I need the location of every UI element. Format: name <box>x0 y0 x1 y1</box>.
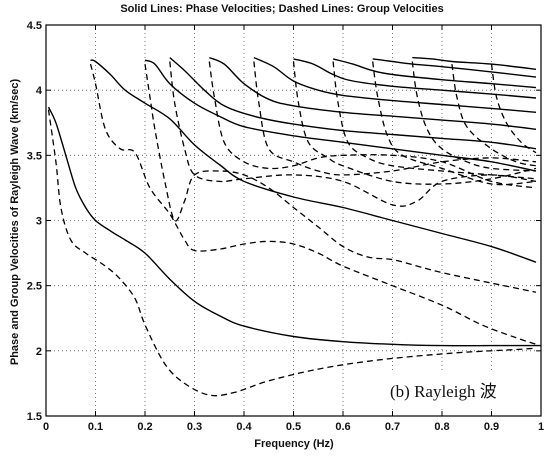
annotation-background <box>386 372 534 406</box>
phase-velocity-curve-9 <box>412 56 537 70</box>
y-tick-label: 4.5 <box>27 20 42 32</box>
phase-velocity-curve-7 <box>332 58 537 89</box>
x-axis-title: Frequency (Hz) <box>254 438 334 450</box>
x-tick-label: 1 <box>538 421 544 433</box>
x-tick-label: 0 <box>43 421 49 433</box>
group-velocity-curve-10 <box>47 109 537 397</box>
phase-velocity-curve-8 <box>372 58 537 78</box>
group-velocity-curve-11 <box>89 63 537 345</box>
phase-velocity-curve-6 <box>293 58 537 99</box>
x-tick-label: 0.6 <box>335 421 350 433</box>
group-velocity-curve-20 <box>451 64 537 167</box>
y-tick-label: 2 <box>36 346 42 358</box>
y-tick-label: 3 <box>36 216 42 228</box>
group-velocity-curve-21 <box>490 64 537 154</box>
chart-title: Solid Lines: Phase Velocities; Dashed Li… <box>120 3 443 15</box>
tick-labels: 0 0.1 0.2 0.3 0.4 0.5 0.6 0.7 0.8 0.9 1 1.5 2 2.5 3 3.5… <box>27 20 544 433</box>
grid <box>46 25 541 416</box>
phase-velocity-curve-5 <box>253 56 537 113</box>
y-tick-label: 2.5 <box>27 281 42 293</box>
group-velocity-curve-13 <box>169 61 537 207</box>
x-tick-label: 0.8 <box>434 421 449 433</box>
phase-velocity-curve-2 <box>144 59 537 172</box>
x-tick-label: 0.7 <box>385 421 400 433</box>
curves <box>47 56 541 397</box>
group-velocity-curve-17 <box>332 61 537 180</box>
axis-ticks <box>45 24 542 417</box>
x-tick-label: 0.4 <box>236 421 252 433</box>
y-tick-label: 4 <box>36 85 43 97</box>
group-velocity-curve-16 <box>292 61 537 185</box>
group-velocity-curve-18 <box>372 61 537 186</box>
y-tick-label: 3.5 <box>27 150 42 162</box>
phase-velocity-curve-1 <box>90 59 537 263</box>
phase-velocity-curve-3 <box>169 57 537 150</box>
phase-velocity-curve-4 <box>209 56 537 130</box>
group-velocity-curve-15 <box>253 61 537 176</box>
group-velocity-curve-12 <box>144 64 537 293</box>
annotation-label: (b) Rayleigh 波 <box>390 382 497 401</box>
x-tick-label: 0.1 <box>88 421 103 433</box>
x-tick-label: 0.3 <box>187 421 202 433</box>
x-tick-label: 0.5 <box>286 421 301 433</box>
group-velocity-curve-19 <box>411 61 537 172</box>
group-velocity-curve-14 <box>208 61 537 189</box>
phase-velocity-curve-0 <box>47 106 541 347</box>
x-tick-label: 0.9 <box>484 421 499 433</box>
y-tick-label: 1.5 <box>27 411 42 423</box>
x-tick-label: 0.2 <box>137 421 152 433</box>
y-axis-title: Phase and Group Velocities of Rayleigh W… <box>9 79 21 366</box>
